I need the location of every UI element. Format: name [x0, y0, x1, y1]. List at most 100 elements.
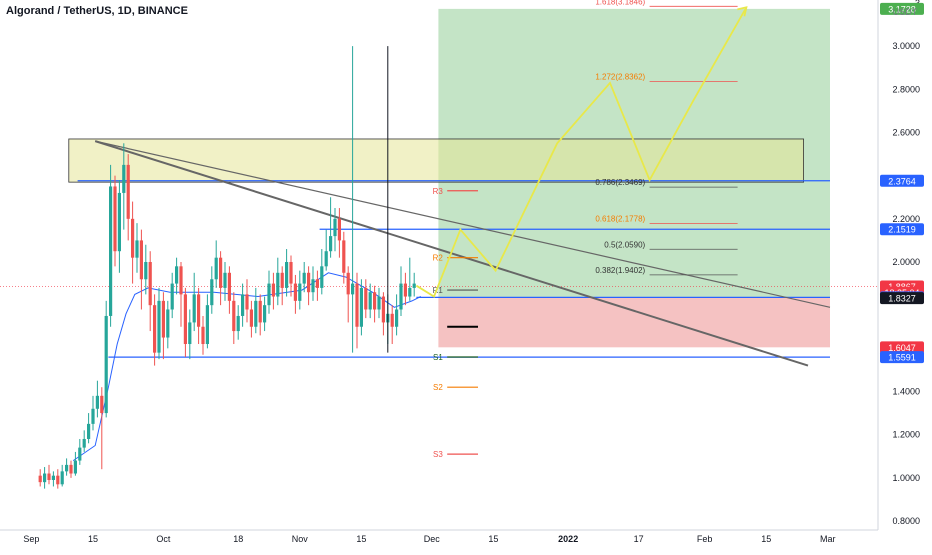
candle-body	[311, 279, 315, 293]
price-tag	[880, 223, 924, 236]
x-tick-label: 2022	[558, 534, 578, 544]
candle-body	[131, 218, 135, 258]
candle-body	[324, 251, 328, 267]
candle-body	[307, 272, 311, 293]
candle-body	[197, 294, 201, 327]
price-tag-label: 2.3764	[888, 176, 916, 186]
candle-body	[43, 473, 47, 483]
price-tag-label: 1.6047	[888, 343, 916, 353]
fib-label: 1.272(2.8362)	[595, 73, 645, 82]
pivot-label: S3	[433, 450, 443, 459]
price-tag-label: 1.8327	[888, 294, 916, 304]
candle-body	[223, 272, 227, 288]
x-tick-label: Mar	[820, 534, 836, 544]
candle-body	[179, 266, 183, 295]
candle-body	[60, 471, 64, 485]
stop-zone	[438, 297, 830, 348]
candle-body	[56, 475, 60, 485]
x-tick-label: 15	[356, 534, 366, 544]
candle-body	[214, 257, 218, 280]
price-tag-label: 3.1728	[888, 4, 916, 14]
candle-body	[100, 395, 104, 414]
candle-body	[183, 294, 187, 345]
candle-body	[113, 186, 117, 252]
x-tick-label: 15	[88, 534, 98, 544]
candle-body	[280, 272, 284, 288]
candle-body	[109, 186, 113, 316]
candle-body	[117, 192, 121, 252]
x-tick-label: Feb	[697, 534, 713, 544]
candle-body	[236, 315, 240, 332]
candle-body	[346, 272, 350, 295]
candle-body	[408, 287, 412, 297]
candle-body	[51, 475, 55, 480]
candle-body	[69, 464, 73, 474]
candle-body	[395, 309, 399, 327]
candle-body	[65, 464, 69, 472]
candle-body	[227, 272, 231, 301]
fib-label: 0.382(1.9402)	[595, 266, 645, 275]
fib-label: 1.618(3.1846)	[595, 0, 645, 6]
x-tick-label: 15	[488, 534, 498, 544]
price-tag-label: 1.5591	[888, 353, 916, 363]
candle-body	[302, 272, 306, 284]
candle-body	[122, 164, 126, 193]
candle-body	[403, 283, 407, 297]
candle-body	[170, 283, 174, 310]
candle-body	[271, 283, 275, 297]
resistance-zone	[68, 138, 804, 183]
candle-body	[351, 283, 355, 295]
candle-body	[192, 294, 196, 323]
candle-body	[232, 300, 236, 332]
candle-body	[161, 300, 165, 338]
currency-label: USDT	[893, 7, 918, 17]
candle-body	[153, 305, 157, 353]
x-tick-label: 17	[634, 534, 644, 544]
candle-body	[258, 300, 262, 323]
y-tick-label: 2.0000	[892, 257, 920, 267]
candle-body	[126, 164, 130, 219]
candle-body	[245, 294, 249, 310]
candle-body	[342, 240, 346, 273]
candle-body	[201, 326, 205, 345]
y-tick-label: 2.8000	[892, 84, 920, 94]
pivot-label: R2	[433, 254, 444, 263]
candle-body	[241, 294, 245, 316]
candle-body	[148, 262, 152, 306]
candle-body	[135, 240, 139, 258]
projection-path	[415, 6, 748, 298]
candle-body	[285, 262, 289, 288]
candle-body	[359, 287, 363, 327]
candle-body	[210, 279, 214, 306]
candle-body	[368, 292, 372, 310]
candle-body	[293, 283, 297, 301]
candle-body	[355, 283, 359, 327]
pivot-label: R1	[433, 286, 444, 295]
candle-body	[276, 272, 280, 297]
x-tick-label: Dec	[424, 534, 441, 544]
chart-title: Algorand / TetherUS, 1D, BINANCE	[6, 5, 188, 17]
price-tag	[880, 174, 924, 187]
y-tick-label: 3.0000	[892, 41, 920, 51]
y-tick-label: 1.4000	[892, 387, 920, 397]
x-tick-label: 18	[233, 534, 243, 544]
candle-body	[263, 305, 267, 323]
price-tag-label: 2.1519	[888, 225, 916, 235]
price-tag	[880, 341, 924, 354]
candle-body	[267, 283, 271, 306]
price-tag	[880, 351, 924, 364]
candle-body	[205, 305, 209, 345]
candle-body	[139, 240, 143, 280]
candle-body	[298, 283, 302, 301]
candle-body	[412, 283, 416, 288]
candle-body	[373, 292, 377, 310]
candle-body	[399, 283, 403, 310]
x-tick-label: Sep	[23, 534, 39, 544]
y-tick-label: 2.6000	[892, 128, 920, 138]
candle-body	[289, 262, 293, 284]
candle-body	[47, 473, 51, 480]
fib-label: 0.5(2.0590)	[604, 240, 645, 249]
candle-body	[175, 266, 179, 284]
